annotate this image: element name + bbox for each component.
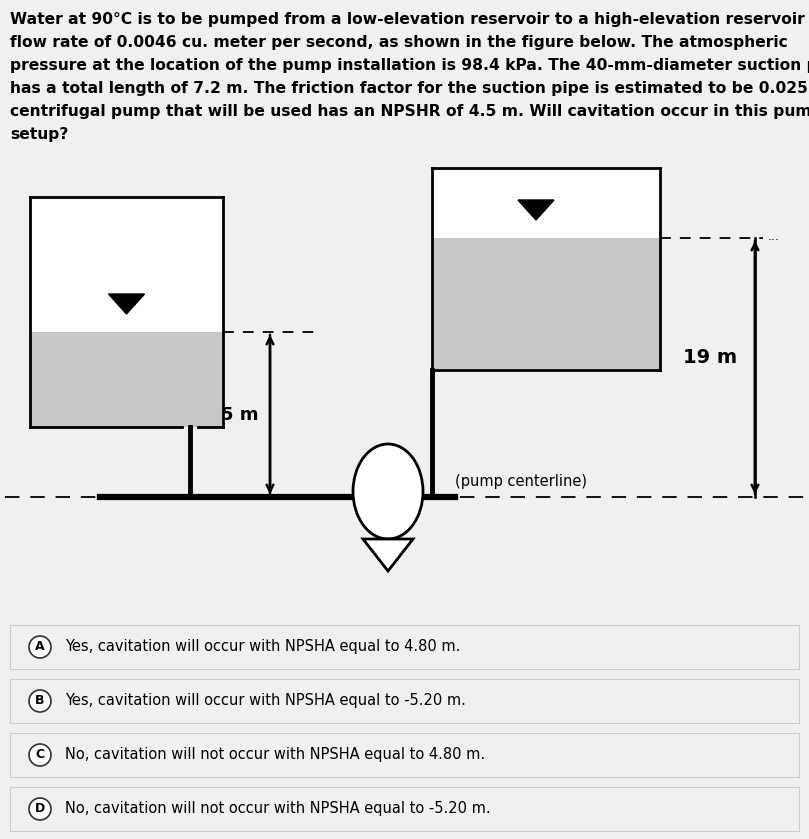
Text: Yes, cavitation will occur with NPSHA equal to -5.20 m.: Yes, cavitation will occur with NPSHA eq… (65, 694, 466, 708)
Text: 5 m: 5 m (221, 405, 259, 424)
Text: No, cavitation will not occur with NPSHA equal to 4.80 m.: No, cavitation will not occur with NPSHA… (65, 748, 485, 763)
Text: ...: ... (768, 230, 780, 242)
Ellipse shape (29, 636, 51, 658)
Text: setup?: setup? (10, 127, 69, 142)
Polygon shape (108, 294, 145, 314)
Text: A: A (35, 640, 44, 654)
Text: has a total length of 7.2 m. The friction factor for the suction pipe is estimat: has a total length of 7.2 m. The frictio… (10, 81, 809, 96)
Ellipse shape (29, 744, 51, 766)
Text: (pump centerline): (pump centerline) (455, 474, 587, 489)
Bar (30, 197, 223, 332)
Text: D: D (35, 802, 45, 816)
Bar (432, 238, 660, 370)
Text: flow rate of 0.0046 cu. meter per second, as shown in the figure below. The atmo: flow rate of 0.0046 cu. meter per second… (10, 35, 788, 50)
Bar (432, 168, 660, 238)
Polygon shape (518, 200, 554, 220)
Ellipse shape (353, 444, 423, 539)
Text: C: C (36, 748, 44, 762)
Ellipse shape (29, 798, 51, 820)
Text: 19 m: 19 m (683, 348, 737, 367)
Text: Yes, cavitation will occur with NPSHA equal to 4.80 m.: Yes, cavitation will occur with NPSHA eq… (65, 639, 460, 654)
Text: B: B (36, 695, 44, 707)
Text: centrifugal pump that will be used has an NPSHR of 4.5 m. Will cavitation occur : centrifugal pump that will be used has a… (10, 104, 809, 119)
Text: No, cavitation will not occur with NPSHA equal to -5.20 m.: No, cavitation will not occur with NPSHA… (65, 801, 490, 816)
Polygon shape (363, 539, 413, 571)
Text: Water at 90°C is to be pumped from a low-elevation reservoir to a high-elevation: Water at 90°C is to be pumped from a low… (10, 12, 809, 27)
Ellipse shape (29, 690, 51, 712)
Bar (30, 332, 223, 427)
Text: pressure at the location of the pump installation is 98.4 kPa. The 40-mm-diamete: pressure at the location of the pump ins… (10, 58, 809, 73)
